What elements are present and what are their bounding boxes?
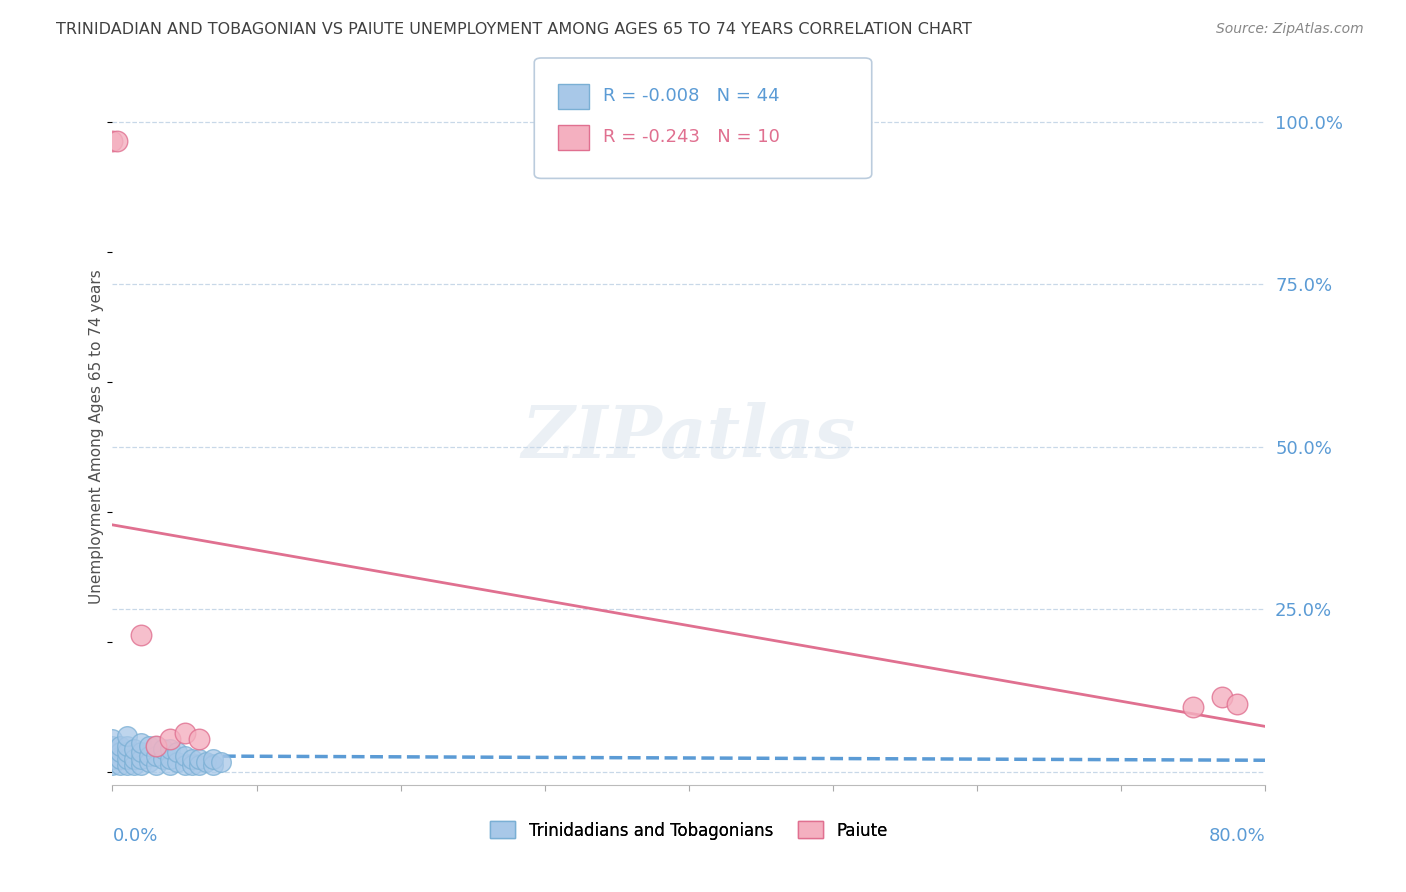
Point (101, 739, 124, 753)
Text: ZIPatlas: ZIPatlas (522, 401, 856, 473)
Text: R = -0.243   N = 10: R = -0.243 N = 10 (603, 128, 780, 146)
Text: 80.0%: 80.0% (1209, 827, 1265, 845)
Point (1211, 690, 1233, 705)
Point (122, 752, 145, 766)
Point (115, 746, 138, 760)
Point (115, 729, 138, 743)
Point (129, 752, 153, 766)
Point (129, 746, 153, 760)
Point (101, 732, 124, 747)
Point (202, 758, 225, 772)
Point (188, 758, 211, 772)
Text: R = -0.008   N = 44: R = -0.008 N = 44 (603, 87, 780, 105)
Point (209, 755, 232, 769)
Point (138, 755, 160, 769)
Point (101, 758, 124, 772)
Point (145, 758, 167, 772)
Point (188, 732, 211, 747)
Point (129, 628, 153, 642)
Point (129, 736, 153, 750)
Point (159, 758, 181, 772)
Point (145, 739, 167, 753)
Legend: Trinidadians and Tobagonians, Paiute: Trinidadians and Tobagonians, Paiute (484, 814, 894, 847)
Point (159, 732, 181, 747)
Point (166, 755, 188, 769)
Point (180, 758, 202, 772)
Point (173, 748, 195, 763)
Point (152, 742, 174, 756)
Point (101, 746, 124, 760)
Point (115, 752, 138, 766)
Point (115, 739, 138, 753)
Point (173, 758, 195, 772)
Point (115, 758, 138, 772)
Point (1182, 700, 1205, 714)
Point (101, 752, 124, 766)
Point (173, 726, 195, 740)
Point (101, 134, 124, 148)
Point (188, 752, 211, 766)
Point (108, 758, 131, 772)
Text: Source: ZipAtlas.com: Source: ZipAtlas.com (1216, 22, 1364, 37)
Point (1226, 697, 1249, 711)
Point (159, 742, 181, 756)
Point (195, 755, 218, 769)
Point (122, 742, 145, 756)
Point (152, 752, 174, 766)
Point (145, 739, 167, 753)
Point (122, 758, 145, 772)
Point (129, 758, 153, 772)
Point (105, 134, 128, 148)
Point (166, 746, 188, 760)
Text: TRINIDADIAN AND TOBAGONIAN VS PAIUTE UNEMPLOYMENT AMONG AGES 65 TO 74 YEARS CORR: TRINIDADIAN AND TOBAGONIAN VS PAIUTE UNE… (56, 22, 972, 37)
Point (145, 748, 167, 763)
Point (108, 752, 131, 766)
Point (108, 739, 131, 753)
Y-axis label: Unemployment Among Ages 65 to 74 years: Unemployment Among Ages 65 to 74 years (89, 269, 104, 605)
Point (138, 748, 160, 763)
Text: 0.0%: 0.0% (112, 827, 157, 845)
Point (180, 752, 202, 766)
Point (108, 746, 131, 760)
Point (159, 752, 181, 766)
Point (138, 739, 160, 753)
Point (202, 752, 225, 766)
